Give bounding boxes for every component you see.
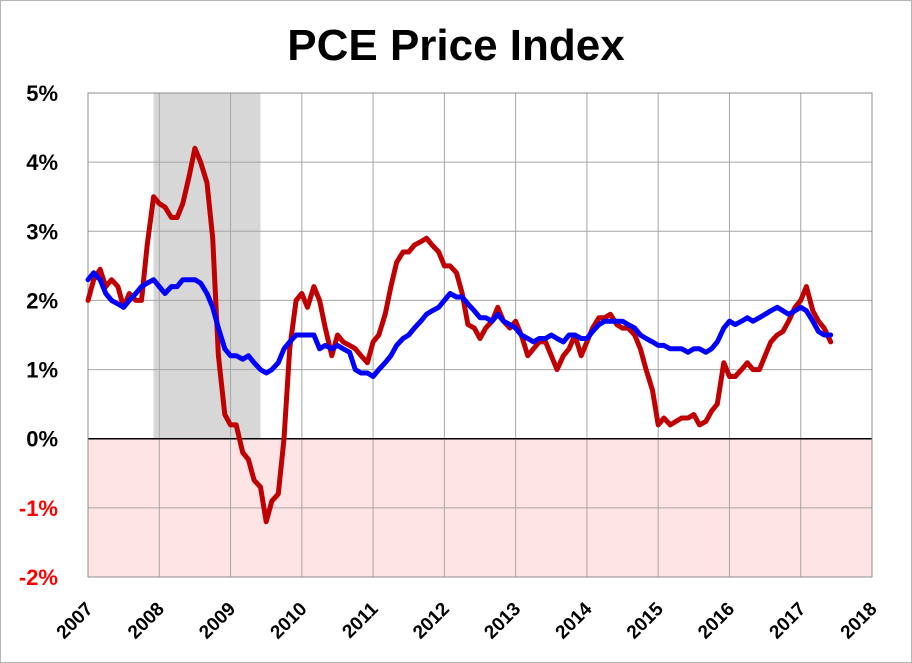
x-tick-label: 2011 [339, 598, 383, 642]
series-line-1 [85, 145, 834, 525]
y-tick-label: 5% [26, 81, 58, 106]
x-tick-label: 2018 [837, 599, 882, 644]
x-tick-label: 2007 [53, 599, 98, 644]
x-tick-label: 2010 [267, 599, 312, 644]
y-tick-label: -1% [19, 496, 58, 521]
y-tick-label: 1% [26, 358, 58, 383]
chart-title: PCE Price Index [287, 21, 625, 70]
y-tick-label: -2% [19, 565, 58, 590]
x-tick-label: 2016 [694, 599, 739, 644]
plot-border [87, 92, 873, 578]
y-tick-label: 4% [26, 150, 58, 175]
x-tick-label: 2009 [195, 599, 240, 644]
x-tick-label: 2008 [124, 599, 169, 644]
y-tick-label: 0% [26, 427, 58, 452]
x-tick-label: 2015 [623, 598, 668, 643]
y-tick-label: 3% [26, 219, 58, 244]
series-line-2 [85, 270, 834, 379]
x-tick-label: 2013 [480, 599, 525, 644]
x-tick-label: 2014 [552, 598, 597, 643]
x-tick-label: 2017 [766, 599, 811, 644]
y-tick-label: 2% [26, 288, 58, 313]
x-tick-label: 2012 [409, 599, 454, 644]
